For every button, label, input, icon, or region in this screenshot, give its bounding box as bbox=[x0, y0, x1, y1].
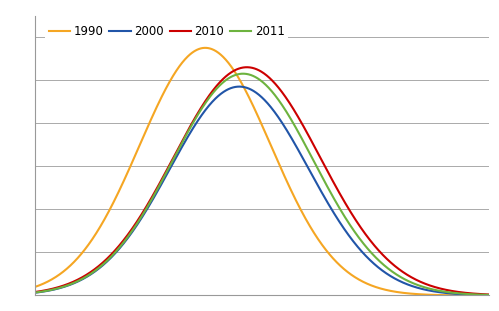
1990 bbox=[395, 290, 401, 294]
2010 bbox=[344, 205, 350, 208]
2011 bbox=[240, 72, 246, 76]
Line: 2011: 2011 bbox=[35, 74, 489, 295]
2011 bbox=[32, 291, 38, 295]
Line: 2000: 2000 bbox=[35, 86, 489, 295]
2010 bbox=[216, 82, 222, 86]
2010 bbox=[244, 65, 250, 69]
2000 bbox=[232, 85, 238, 89]
2011 bbox=[216, 85, 222, 89]
2000 bbox=[237, 85, 243, 88]
1990 bbox=[78, 252, 84, 256]
2000 bbox=[32, 291, 38, 295]
1990 bbox=[32, 285, 38, 289]
2011 bbox=[344, 219, 350, 223]
2011 bbox=[387, 268, 393, 272]
2011 bbox=[486, 293, 492, 297]
2010 bbox=[32, 290, 38, 294]
1990 bbox=[233, 71, 239, 75]
2010 bbox=[232, 68, 238, 72]
2011 bbox=[232, 73, 238, 77]
1990 bbox=[216, 51, 222, 55]
1990 bbox=[203, 46, 209, 50]
2010 bbox=[78, 276, 84, 280]
2011 bbox=[395, 273, 401, 277]
2000 bbox=[78, 278, 84, 282]
2010 bbox=[395, 266, 401, 270]
2000 bbox=[344, 231, 350, 235]
2011 bbox=[78, 277, 84, 281]
2010 bbox=[387, 259, 393, 263]
1990 bbox=[486, 294, 492, 297]
2000 bbox=[387, 274, 393, 277]
1990 bbox=[387, 289, 393, 293]
2000 bbox=[216, 94, 222, 98]
2010 bbox=[486, 293, 492, 296]
2000 bbox=[486, 293, 492, 297]
2000 bbox=[395, 278, 401, 282]
Line: 2010: 2010 bbox=[35, 67, 489, 295]
Line: 1990: 1990 bbox=[35, 48, 489, 295]
Legend: 1990, 2000, 2010, 2011: 1990, 2000, 2010, 2011 bbox=[45, 21, 288, 42]
1990 bbox=[344, 270, 350, 274]
